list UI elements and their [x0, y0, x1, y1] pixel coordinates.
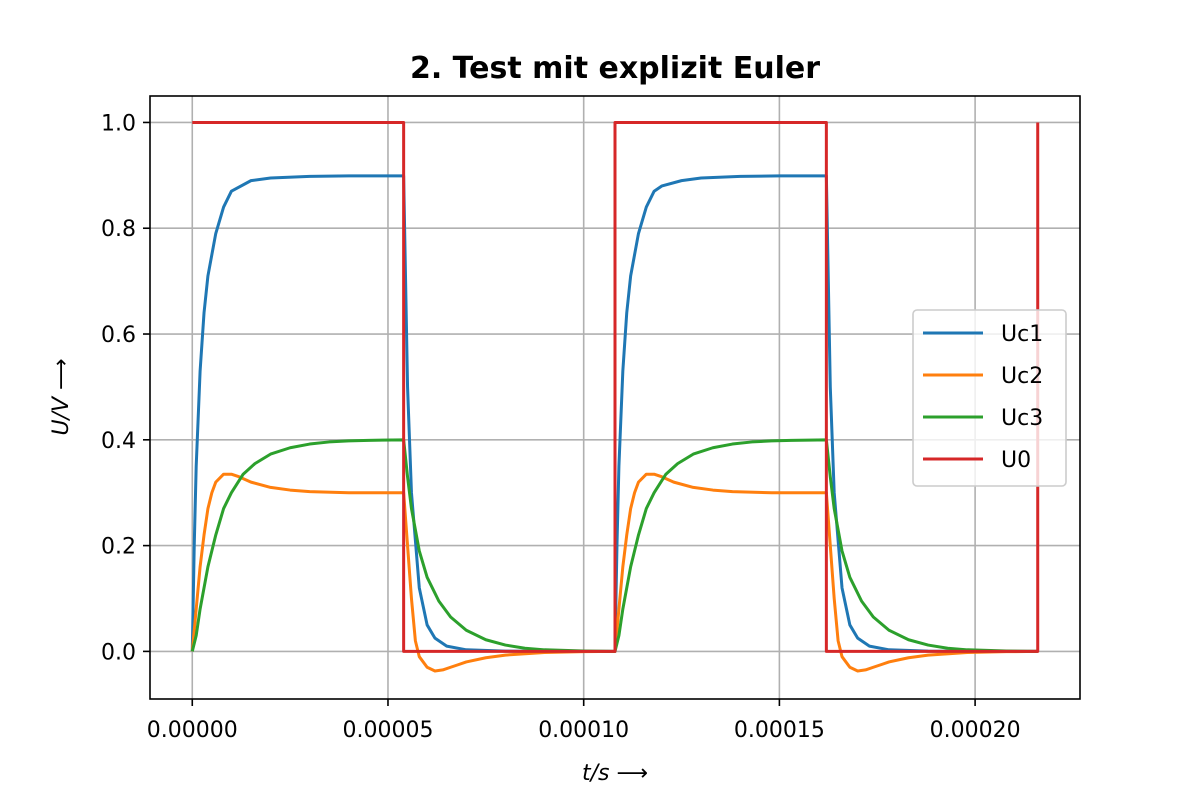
legend-label: U0: [1001, 448, 1031, 473]
y-tick-label: 0.6: [101, 323, 136, 348]
x-tick-label: 0.00000: [147, 718, 238, 743]
series-line-u0: [192, 120, 1040, 653]
y-tick-label: 0.0: [101, 640, 136, 665]
y-tick-label: 1.0: [101, 111, 136, 136]
legend-label: Uc2: [1001, 364, 1043, 389]
y-tick-label: 0.2: [101, 535, 136, 560]
y-tick-label: 0.4: [101, 429, 136, 454]
legend: Uc1 Uc2 Uc3 U0: [912, 309, 1067, 487]
x-tick-label: 0.00005: [342, 718, 433, 743]
y-axis-label: U/V ⟶: [49, 358, 74, 435]
y-tick-label: 0.8: [101, 217, 136, 242]
chart-title: 2. Test mit explizit Euler: [410, 51, 820, 86]
legend-box: [912, 309, 1067, 487]
legend-label: Uc3: [1001, 406, 1043, 431]
x-tick-label: 0.00015: [734, 718, 825, 743]
legend-label: Uc1: [1001, 322, 1043, 347]
x-axis-label: t/s ⟶: [582, 761, 648, 786]
plot-frame: [149, 95, 1081, 700]
series-layer: [190, 120, 1040, 673]
x-tick-label: 0.00020: [930, 718, 1021, 743]
ticks: 0.00000 0.00005 0.00010 0.00015 0.00020 0.0 0.…: [101, 111, 1021, 743]
x-tick-label: 0.00010: [538, 718, 629, 743]
